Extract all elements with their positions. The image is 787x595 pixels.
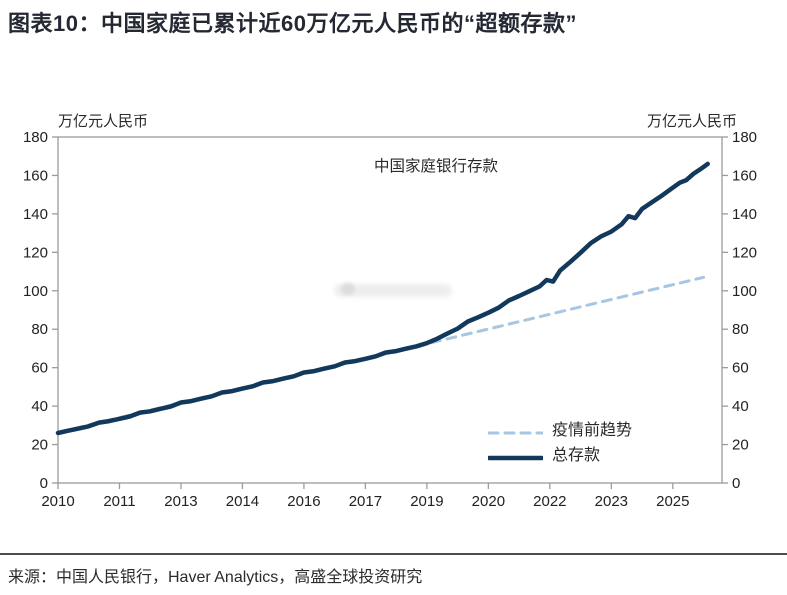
- y-tick-label-left: 60: [31, 360, 48, 377]
- y-tick-label-right: 180: [732, 129, 757, 146]
- watermark-smudge: [334, 284, 452, 297]
- page-title: 图表10：中国家庭已累计近60万亿元人民币的“超额存款”: [8, 11, 577, 36]
- x-tick-label: 2010: [41, 493, 74, 510]
- y-tick-label-right: 80: [732, 321, 749, 338]
- y-tick-label-right: 20: [732, 437, 749, 454]
- y-tick-label-right: 0: [732, 475, 740, 492]
- x-tick-label: 2013: [164, 493, 197, 510]
- y-tick-label-right: 100: [732, 283, 757, 300]
- x-tick-label: 2025: [656, 493, 689, 510]
- y-tick-label-left: 80: [31, 321, 48, 338]
- y-tick-label-right: 60: [732, 360, 749, 377]
- y-axis-unit-left: 万亿元人民币: [58, 113, 149, 130]
- y-tick-label-right: 140: [732, 206, 757, 223]
- y-axis-unit-right: 万亿元人民币: [646, 113, 737, 130]
- x-tick-label: 2011: [103, 493, 135, 510]
- legend-item-trend: 疫情前趋势: [487, 415, 633, 440]
- trend-line-sample-icon: [487, 424, 544, 434]
- chart-legend: 疫情前趋势 总存款: [486, 415, 633, 465]
- y-tick-label-left: 20: [31, 437, 48, 454]
- footer-divider: [0, 553, 787, 555]
- y-tick-label-left: 140: [23, 206, 48, 223]
- watermark-speck: [341, 283, 355, 295]
- total-line-sample-icon: [486, 449, 545, 460]
- legend-label-trend: 疫情前趋势: [552, 421, 633, 439]
- x-tick-label: 2014: [226, 493, 259, 510]
- x-tick-label: 2022: [533, 493, 566, 510]
- x-tick-label: 2023: [595, 493, 628, 510]
- y-tick-label-left: 40: [31, 398, 48, 415]
- plot-frame: [57, 136, 723, 484]
- y-tick-label-left: 160: [23, 167, 48, 184]
- legend-label-total: 总存款: [552, 446, 601, 464]
- y-tick-label-right: 40: [732, 398, 749, 415]
- y-tick-label-left: 0: [40, 475, 48, 492]
- y-tick-label-left: 180: [23, 129, 48, 146]
- legend-item-total: 总存款: [486, 440, 632, 465]
- y-tick-label-right: 160: [732, 167, 757, 184]
- chart-annotation: 中国家庭银行存款: [374, 158, 499, 175]
- x-tick-label: 2020: [472, 493, 505, 510]
- total-deposits-line: [55, 161, 710, 436]
- y-tick-label-left: 120: [23, 244, 48, 261]
- y-tick-label-left: 100: [23, 283, 48, 300]
- y-tick-label-right: 120: [732, 244, 757, 261]
- x-tick-label: 2019: [410, 493, 443, 510]
- x-tick-label: 2016: [287, 493, 320, 510]
- x-tick-label: 2017: [349, 493, 382, 510]
- source-text: 来源：中国人民银行，Haver Analytics，高盛全球投资研究: [8, 569, 423, 586]
